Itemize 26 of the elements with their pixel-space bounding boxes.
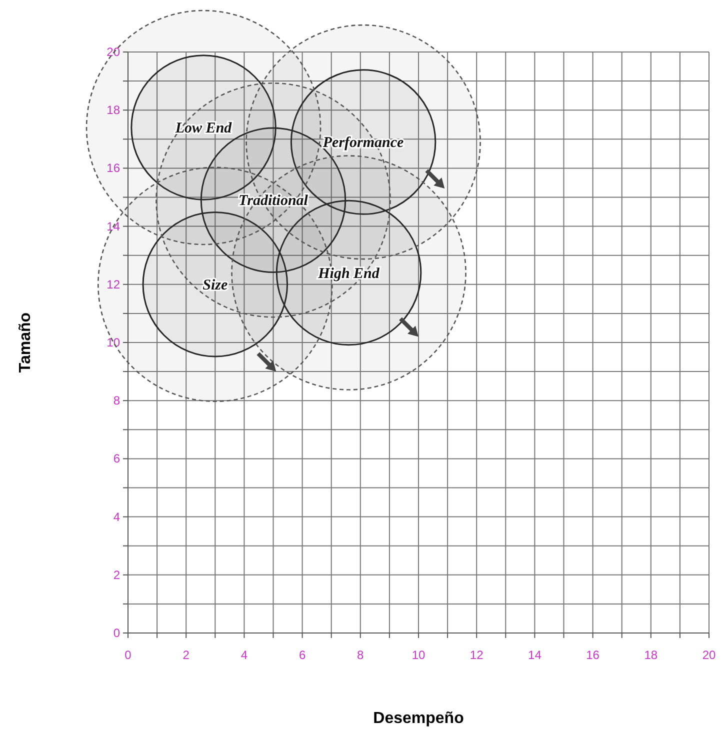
x-tick-label: 16: [586, 648, 600, 662]
x-tick-label: 18: [644, 648, 658, 662]
y-tick-label: 20: [106, 45, 120, 59]
x-axis-title: Desempeño: [373, 710, 464, 727]
y-tick-label: 6: [113, 452, 120, 466]
y-axis-title: Tamaño: [17, 312, 34, 373]
annotation: Size: [202, 277, 228, 294]
y-tick-label: 16: [106, 161, 120, 176]
y-tick-label: 12: [106, 277, 120, 292]
y-tick-label: 18: [106, 103, 120, 118]
x-tick-label: 10: [412, 648, 426, 662]
y-tick-label: 14: [106, 219, 120, 234]
x-tick-label: 4: [240, 648, 248, 662]
x-tick-label: 12: [470, 648, 484, 662]
x-tick-label: 2: [182, 648, 190, 662]
x-tick-label: 20: [702, 648, 716, 662]
y-tick-label: 4: [113, 510, 120, 524]
x-tick-label: 6: [298, 648, 306, 662]
y-tick-label: 8: [113, 394, 120, 408]
y-tick-label: 2: [113, 568, 120, 582]
annotation: Performance: [322, 135, 404, 152]
x-tick-label: 0: [124, 648, 132, 662]
x-tick-label: 8: [357, 648, 364, 662]
x-tick-label: 14: [528, 648, 542, 662]
annotation: Low End: [174, 120, 232, 137]
y-tick-label: 0: [113, 626, 120, 640]
